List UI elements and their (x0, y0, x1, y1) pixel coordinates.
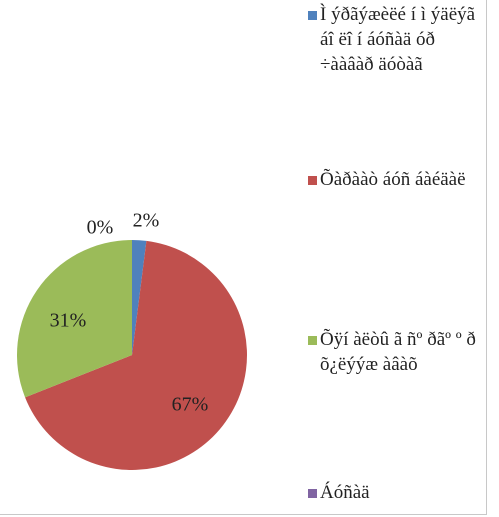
legend-entry: Õÿí àëòû ã ñº ðãº º ð õ¿ëýýæ àâàõ (308, 327, 480, 377)
legend-swatch (308, 489, 317, 498)
legend-label: Õÿí àëòû ã ñº ðãº º ð õ¿ëýýæ àâàõ (320, 329, 476, 375)
legend-swatch (308, 11, 317, 20)
data-label: 2% (133, 210, 160, 232)
legend-label: Ì ýðãýæèëé í ì ýäëýã áî ëî í áóñàä óð ÷à… (320, 4, 476, 75)
legend-swatch (308, 336, 317, 345)
legend-entry: Õàðààò áóñ áàéäàë (308, 167, 466, 192)
pie-slice (25, 240, 247, 470)
data-label: 67% (172, 394, 209, 416)
legend-label: Áóñàä (320, 482, 370, 503)
pie-slice (132, 240, 147, 355)
frame (0, 0, 487, 515)
pie-slice (17, 240, 133, 398)
legend-swatch (308, 176, 317, 185)
data-label: 0% (87, 217, 114, 239)
legend-entry: Áóñàä (308, 480, 370, 505)
legend-label: Õàðààò áóñ áàéäàë (320, 169, 466, 190)
data-label: 31% (50, 310, 87, 332)
legend-entry: Ì ýðãýæèëé í ì ýäëýã áî ëî í áóñàä óð ÷à… (308, 2, 480, 77)
